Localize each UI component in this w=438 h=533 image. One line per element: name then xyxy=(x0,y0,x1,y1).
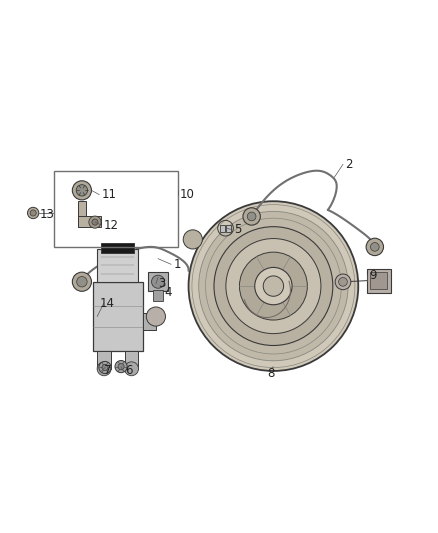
Bar xyxy=(371,272,388,289)
Text: 11: 11 xyxy=(102,188,117,201)
Bar xyxy=(367,269,391,293)
Circle shape xyxy=(77,277,87,287)
Circle shape xyxy=(214,227,333,345)
Circle shape xyxy=(124,362,138,376)
Circle shape xyxy=(335,274,351,289)
Circle shape xyxy=(188,201,358,371)
Circle shape xyxy=(72,272,92,292)
Bar xyxy=(93,282,143,351)
Text: 7: 7 xyxy=(104,365,111,377)
Bar xyxy=(226,225,231,232)
Circle shape xyxy=(28,207,39,219)
Bar xyxy=(124,351,138,369)
Circle shape xyxy=(118,364,124,370)
Bar xyxy=(97,351,111,369)
Text: 8: 8 xyxy=(268,367,275,379)
Text: 2: 2 xyxy=(345,158,353,171)
Bar xyxy=(78,216,102,228)
Bar xyxy=(53,171,178,247)
Circle shape xyxy=(339,278,347,286)
Text: 12: 12 xyxy=(104,219,119,232)
Circle shape xyxy=(72,181,92,200)
Circle shape xyxy=(371,243,379,251)
Text: 5: 5 xyxy=(234,223,242,236)
Text: 3: 3 xyxy=(158,277,166,290)
Circle shape xyxy=(89,216,101,228)
Circle shape xyxy=(226,239,321,334)
Bar xyxy=(78,201,86,228)
Circle shape xyxy=(102,365,108,370)
Circle shape xyxy=(255,268,292,305)
Circle shape xyxy=(30,210,36,216)
Bar xyxy=(148,272,168,292)
Text: 1: 1 xyxy=(173,258,181,271)
Circle shape xyxy=(247,212,256,221)
Circle shape xyxy=(146,307,166,326)
Circle shape xyxy=(76,184,88,196)
Circle shape xyxy=(263,276,283,296)
Text: 4: 4 xyxy=(165,286,172,299)
Text: 13: 13 xyxy=(39,208,54,221)
Circle shape xyxy=(92,219,98,225)
Text: 10: 10 xyxy=(180,188,195,201)
Bar xyxy=(97,249,138,282)
Circle shape xyxy=(366,238,384,256)
Text: 14: 14 xyxy=(99,297,114,310)
Bar xyxy=(102,243,134,254)
Circle shape xyxy=(115,360,127,373)
Circle shape xyxy=(183,230,202,249)
Circle shape xyxy=(152,275,165,288)
Bar xyxy=(153,290,163,301)
Circle shape xyxy=(243,208,260,225)
Circle shape xyxy=(199,212,348,361)
Bar xyxy=(220,225,225,232)
Text: 9: 9 xyxy=(369,269,377,282)
Circle shape xyxy=(97,362,111,376)
Bar xyxy=(143,313,156,330)
Circle shape xyxy=(99,361,111,374)
Circle shape xyxy=(240,252,307,320)
Text: 6: 6 xyxy=(125,365,133,377)
